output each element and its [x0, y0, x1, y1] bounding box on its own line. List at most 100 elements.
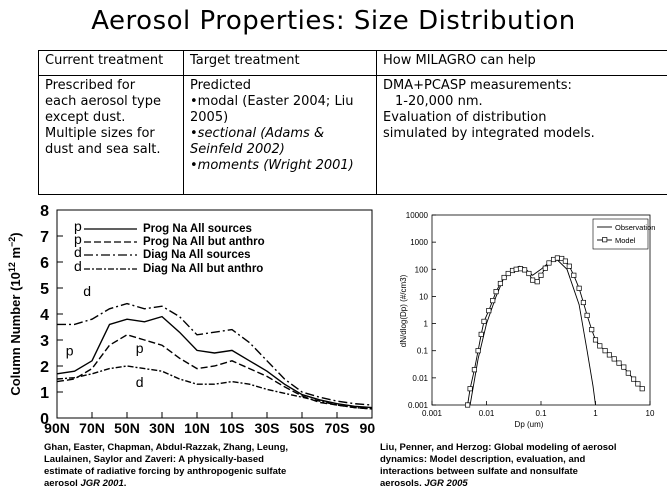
x-tick-label: 50N [114, 420, 140, 436]
model-point [592, 337, 599, 343]
legend-marker-label: d [74, 258, 82, 274]
y-tick-label: 10000 [406, 211, 429, 220]
caption-line: Laulainen, Saylor and Zaveri: A physical… [44, 454, 264, 465]
y-tick-label: 1 [40, 385, 49, 402]
caption-line: Ghan, Easter, Chapman, Abdul-Razzak, Zha… [44, 442, 289, 453]
model-point [465, 402, 471, 408]
legend-label: Prog Na All but anthro [143, 236, 265, 248]
column-number-chart: Column Number (1012 m−2) 0 1 2 3 4 5 6 7 8 90N 70N… [7, 203, 375, 436]
y-tick-label: 7 [40, 229, 49, 246]
y-tick-label: 2 [40, 359, 49, 376]
model-point [635, 381, 641, 387]
model-point [554, 255, 560, 261]
model-point [490, 298, 496, 304]
header-target-treatment: Target treatment [183, 50, 377, 76]
cell-line: Seinfeld 2002) [190, 142, 285, 157]
cell-line: DMA+PCASP measurements: [383, 78, 572, 93]
x-tick-label: 0.001 [422, 409, 443, 418]
model-point [497, 280, 503, 287]
model-point [538, 272, 544, 278]
series-line [56, 334, 373, 410]
treatment-table: Current treatment Target treatment How M… [38, 50, 667, 195]
slide-title: Aerosol Properties: Size Distribution [91, 6, 576, 36]
model-point [611, 356, 617, 362]
cell-line: Evaluation of distribution [383, 110, 547, 125]
model-point [530, 277, 536, 283]
model-point [562, 258, 568, 264]
model-point [589, 327, 595, 333]
model-point [542, 265, 548, 271]
legend-marker-label: d [74, 244, 82, 260]
cell-current-treatment: Prescribed for each aerosol type except … [38, 75, 184, 195]
x-tick-label: 70N [79, 420, 105, 436]
cell-line: •moments (Wright 2001) [190, 158, 354, 173]
size-distribution-chart: dN/dlog(Dp) (#/cm3) Dp (um) 100001000100… [399, 211, 655, 429]
table-row: Prescribed for each aerosol type except … [38, 75, 667, 195]
caption-line: dynamics: Model description, evaluation,… [380, 454, 586, 465]
x-tick-label: 0.01 [479, 409, 495, 418]
model-point [475, 348, 481, 354]
legend-label: Model [615, 236, 636, 245]
cell-line: simulated by integrated models. [383, 126, 595, 141]
right-caption: Liu, Penner, and Herzog: Global modeling… [380, 442, 665, 490]
cell-line: Multiple sizes for [45, 126, 155, 141]
series-marker-label: d [83, 283, 91, 299]
series-marker-label: p [66, 343, 74, 359]
model-point [639, 386, 645, 392]
model-line [467, 257, 643, 406]
y-tick-label: 4 [40, 307, 49, 324]
x-tick-label: 50S [290, 420, 315, 436]
header-milagro: How MILAGRO can help [376, 50, 667, 76]
y-axis-label: Column Number (1012 m−2) [7, 232, 23, 395]
y-tick-label: 1000 [410, 238, 428, 247]
y-tick-label: 0.001 [408, 401, 429, 410]
header-current-treatment: Current treatment [38, 50, 184, 76]
series-line [57, 302, 373, 406]
x-tick-label: 30S [255, 420, 280, 436]
series-marker-label: d [136, 374, 144, 390]
x-tick-label: 30N [149, 420, 175, 436]
model-point [576, 285, 582, 291]
model-point [566, 263, 572, 269]
caption-line: aerosol JGR 2001. [44, 478, 127, 489]
model-point [597, 343, 603, 349]
model-point [602, 348, 608, 354]
legend-marker-label: p [74, 218, 82, 234]
y-tick-label: 0 [40, 411, 49, 428]
model-point [616, 360, 622, 366]
cell-line: Predicted [190, 78, 252, 93]
legend-label: Observation [615, 223, 655, 232]
cell-line: •modal (Easter 2004; Liu [190, 94, 354, 109]
model-point [580, 299, 586, 306]
model-point [513, 266, 519, 272]
model-point [606, 352, 612, 358]
cell-line: except dust. [45, 110, 126, 125]
x-tick-label: 70S [325, 420, 350, 436]
x-tick-label: 10N [184, 420, 210, 436]
model-point [481, 318, 487, 324]
legend-label: Prog Na All sources [143, 223, 252, 235]
caption-line: aerosols. JGR 2005 [380, 478, 468, 489]
cell-line: each aerosol type [45, 94, 161, 109]
x-tick-label: 90N [44, 420, 70, 436]
model-point [517, 266, 524, 272]
legend-box [592, 218, 649, 250]
series-line [56, 365, 373, 410]
y-tick-label: 10 [419, 292, 428, 301]
left-caption: Ghan, Easter, Chapman, Abdul-Razzak, Zha… [44, 442, 374, 490]
x-tick-label: 1 [593, 409, 598, 418]
x-tick-label: 10S [220, 420, 245, 436]
caption-line: estimate of radiative forcing by anthrop… [44, 466, 287, 477]
y-tick-label: 1 [424, 320, 429, 329]
model-point [621, 364, 627, 370]
y-tick-label: 0.01 [412, 374, 428, 383]
model-point [522, 267, 528, 273]
legend-marker-label: p [74, 231, 82, 247]
y-tick-label: 0.1 [417, 347, 429, 356]
cell-line: Prescribed for [45, 78, 136, 93]
model-point [526, 270, 532, 277]
model-point [584, 312, 590, 318]
x-tick-label: 10 [646, 409, 655, 418]
cell-target-treatment: Predicted •modal (Easter 2004; Liu 2005)… [183, 75, 377, 195]
model-point [534, 279, 540, 285]
